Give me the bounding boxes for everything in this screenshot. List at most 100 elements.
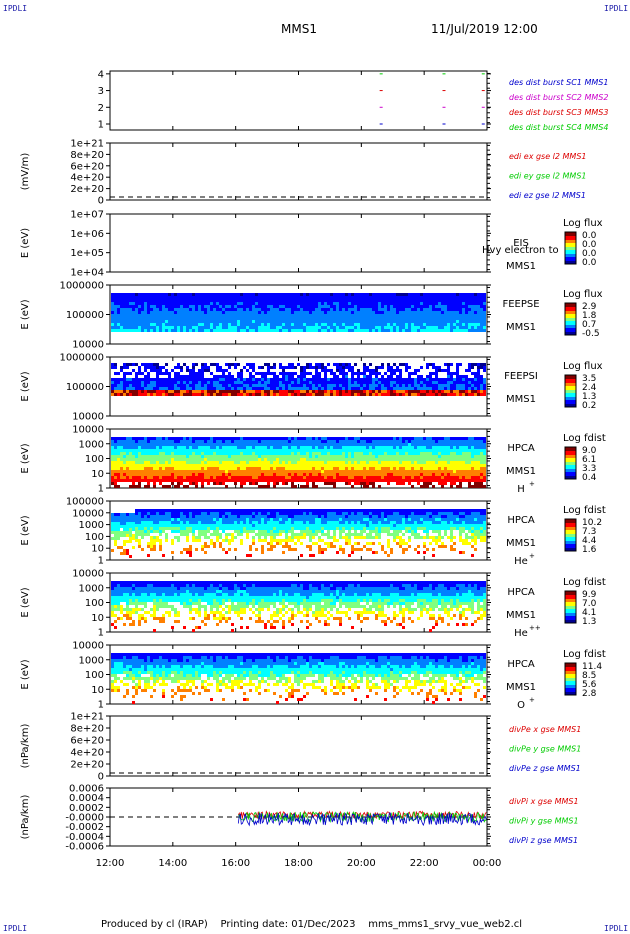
heat-cell xyxy=(426,305,429,308)
heat-cell xyxy=(336,473,339,476)
heat-cell xyxy=(381,452,384,455)
heat-cell xyxy=(444,317,447,320)
heat-cell xyxy=(171,299,174,302)
heat-cell xyxy=(381,375,384,378)
heat-cell xyxy=(174,485,177,488)
heat-cell xyxy=(375,387,378,390)
heat-cell xyxy=(411,323,414,326)
heat-cell xyxy=(219,476,222,479)
heat-cell xyxy=(408,452,411,455)
heat-cell xyxy=(360,458,363,461)
heat-cell xyxy=(441,443,444,446)
heat-cell xyxy=(282,452,285,455)
heat-cell xyxy=(243,482,246,485)
heat-cell xyxy=(378,437,381,440)
heat-cell xyxy=(333,485,336,488)
heat-cell xyxy=(315,375,318,378)
heat-cell xyxy=(198,320,201,323)
heat-cell xyxy=(222,296,225,299)
heat-cell xyxy=(192,369,195,372)
heat-cell xyxy=(366,437,369,440)
heat-cell xyxy=(195,458,198,461)
heat-cell xyxy=(210,393,213,396)
heat-cell xyxy=(351,443,354,446)
heat-cell xyxy=(432,461,435,464)
heat-cell xyxy=(339,323,342,326)
heat-cell xyxy=(441,329,444,332)
heat-cell xyxy=(345,329,348,332)
heat-cell xyxy=(351,449,354,452)
heat-cell xyxy=(456,317,459,320)
heat-cell xyxy=(438,467,441,470)
heat-cell xyxy=(363,296,366,299)
heat-cell xyxy=(351,485,354,488)
heat-cell xyxy=(204,293,207,296)
heat-cell xyxy=(267,296,270,299)
heat-cell xyxy=(402,305,405,308)
heat-cell xyxy=(453,464,456,467)
heat-cell xyxy=(243,452,246,455)
heat-cell xyxy=(150,476,153,479)
heat-cell xyxy=(381,464,384,467)
heat-cell xyxy=(318,317,321,320)
heat-cell xyxy=(222,390,225,393)
heat-cell xyxy=(207,479,210,482)
heat-cell xyxy=(189,375,192,378)
heat-cell xyxy=(396,326,399,329)
heat-cell xyxy=(180,329,183,332)
heat-cell xyxy=(315,449,318,452)
heat-cell xyxy=(342,443,345,446)
heat-cell xyxy=(135,437,138,440)
heat-cell xyxy=(225,326,228,329)
heat-cell xyxy=(267,443,270,446)
heat-cell xyxy=(255,308,258,311)
heat-cell xyxy=(255,381,258,384)
heat-cell xyxy=(162,314,165,317)
heat-cell xyxy=(291,437,294,440)
heat-cell xyxy=(219,455,222,458)
heat-cell xyxy=(222,461,225,464)
heat-cell xyxy=(399,378,402,381)
heat-cell xyxy=(348,446,351,449)
heat-cell xyxy=(384,449,387,452)
heat-cell xyxy=(222,305,225,308)
heat-cell xyxy=(306,446,309,449)
heat-cell xyxy=(291,299,294,302)
heat-cell xyxy=(216,305,219,308)
heat-cell xyxy=(342,369,345,372)
heat-cell xyxy=(384,390,387,393)
heat-cell xyxy=(132,390,135,393)
heat-cell xyxy=(459,473,462,476)
heat-cell xyxy=(345,440,348,443)
heat-cell xyxy=(285,296,288,299)
heat-cell xyxy=(351,470,354,473)
heat-cell xyxy=(234,446,237,449)
heat-cell xyxy=(246,455,249,458)
heat-cell xyxy=(279,323,282,326)
heat-cell xyxy=(186,296,189,299)
heat-cell xyxy=(210,329,213,332)
heat-cell xyxy=(351,479,354,482)
heat-cell xyxy=(288,464,291,467)
heat-cell xyxy=(315,390,318,393)
heat-cell xyxy=(228,387,231,390)
heat-cell xyxy=(225,375,228,378)
heat-cell xyxy=(390,311,393,314)
heat-cell xyxy=(312,452,315,455)
heat-cell xyxy=(165,446,168,449)
heat-cell xyxy=(363,473,366,476)
colorbar-cell xyxy=(565,232,576,234)
heat-cell xyxy=(408,323,411,326)
heat-cell xyxy=(249,293,252,296)
heat-cell xyxy=(366,366,369,369)
heat-cell xyxy=(345,449,348,452)
heat-cell xyxy=(120,479,123,482)
heat-cell xyxy=(162,387,165,390)
heat-cell xyxy=(117,305,120,308)
heat-cell xyxy=(390,479,393,482)
heat-cell xyxy=(429,393,432,396)
heat-cell xyxy=(246,311,249,314)
heat-cell xyxy=(174,308,177,311)
heat-cell xyxy=(357,299,360,302)
